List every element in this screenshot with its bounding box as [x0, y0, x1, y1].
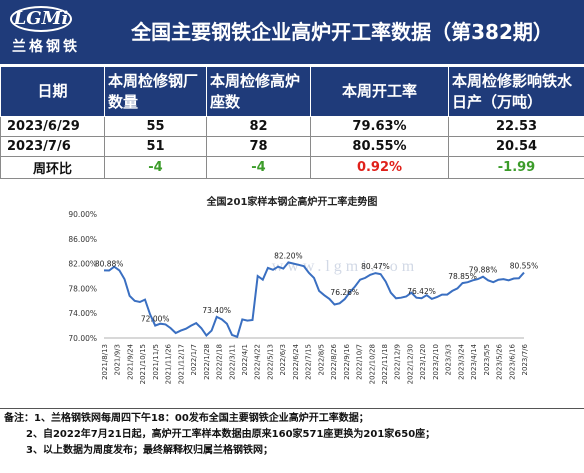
x-tick-label: 2022/3/11 [228, 344, 236, 380]
x-tick-label: 2023/1/20 [419, 344, 427, 380]
x-tick-label: 2021/9/24 [126, 343, 134, 379]
cell-wow-impact: -1.99 [448, 156, 584, 179]
x-tick-label: 2023/7/6 [521, 343, 529, 375]
x-tick-label: 2022/10/7 [356, 344, 364, 380]
table-row: 2023/6/29 55 82 79.63% 22.53 [0, 116, 584, 137]
x-tick-label: 2022/7/15 [305, 344, 313, 380]
data-label: 76.26% [330, 288, 359, 297]
cell-rate: 79.63% [310, 116, 449, 137]
x-tick-label: 2022/4/1 [241, 344, 249, 375]
data-table: 日期 本周检修钢厂数量 本周检修高炉座数 本周开工率 本周检修影响铁水日产（万吨… [0, 66, 584, 179]
x-tick-label: 2022/8/5 [317, 344, 325, 375]
header-rate: 本周开工率 [310, 66, 449, 117]
data-label: 73.40% [202, 306, 231, 315]
x-tick-label: 2021/10/15 [139, 344, 147, 384]
cell-wow-rate: 0.92% [310, 156, 449, 179]
header-date: 日期 [0, 66, 105, 117]
lgmi-logo: LGMi 兰格钢铁 [4, 4, 98, 60]
cell-rate: 80.55% [310, 136, 449, 157]
footnote: 备注：1、兰格钢铁网每周四下午18：00发布全国主要钢铁企业高炉开工率数据； 2… [0, 408, 584, 473]
cell-date: 2023/7/6 [0, 136, 105, 157]
data-label: 78.85% [448, 272, 477, 281]
logo-text: LGMi [13, 8, 69, 29]
data-label: 82.20% [274, 251, 303, 260]
y-tick-label: 86.00% [68, 235, 97, 244]
page-title: 全国主要钢铁企业高炉开工率数据（第382期） [131, 20, 553, 44]
cell-wow-label: 周环比 [0, 156, 105, 179]
cell-date: 2023/6/29 [0, 116, 105, 137]
y-tick-label: 70.00% [68, 334, 97, 343]
x-tick-label: 2022/10/28 [368, 344, 376, 384]
annotations: 80.88% 72.00% 73.40% 82.20% 76.26% 80.47% 76.4… [95, 251, 538, 323]
logo-ellipse [10, 6, 72, 32]
footnote-line: 备注：1、兰格钢铁网每周四下午18：00发布全国主要钢铁企业高炉开工率数据； [4, 413, 369, 424]
table-row-wow: 周环比 -4 -4 0.92% -1.99 [0, 156, 584, 179]
cell-wow-furnaces: -4 [206, 156, 311, 179]
y-axis: 70.00% 74.00% 78.00% 82.00% 86.00% 90.00% [68, 210, 97, 343]
y-tick-label: 90.00% [68, 210, 97, 219]
x-tick-label: 2023/3/24 [457, 343, 465, 379]
header-furnaces: 本周检修高炉座数 [206, 66, 311, 117]
y-tick-label: 78.00% [68, 284, 97, 293]
logo-subtitle: 兰格钢铁 [12, 39, 80, 55]
data-label: 79.88% [469, 266, 498, 275]
header-impact: 本周检修影响铁水日产（万吨） [448, 66, 584, 117]
header-banner: LGMi 兰格钢铁 全国主要钢铁企业高炉开工率数据（第382期） [0, 0, 584, 64]
x-tick-label: 2023/5/5 [483, 344, 491, 375]
table-row: 2023/7/6 51 78 80.55% 20.54 [0, 136, 584, 157]
series-line [103, 261, 525, 339]
y-tick-label: 74.00% [68, 309, 97, 318]
x-tick-label: 2023/6/16 [508, 343, 516, 379]
x-tick-label: 2021/8/13 [101, 344, 109, 380]
x-tick-label: 2021/12/17 [177, 344, 185, 384]
cell-wow-mills: -4 [104, 156, 207, 179]
x-tick-label: 2022/1/28 [203, 344, 211, 380]
x-tick-label: 2022/6/3 [279, 344, 287, 375]
x-tick-label: 2022/9/16 [343, 343, 351, 379]
x-tick-label: 2022/12/30 [406, 344, 414, 384]
header-mills: 本周检修钢厂数量 [104, 66, 207, 117]
y-tick-label: 82.00% [68, 260, 97, 269]
x-tick-label: 2023/3/3 [445, 344, 453, 375]
footnote-line: 3、以上数据为周度发布；最终解释权归属兰格钢铁网； [26, 445, 273, 456]
x-tick-label: 2022/1/7 [190, 344, 198, 375]
x-tick-label: 2021/9/3 [114, 344, 122, 375]
x-axis: 2021/8/13 2021/9/3 2021/9/24 2021/10/15 2021… [101, 343, 529, 384]
x-tick-label: 2022/6/24 [292, 343, 300, 379]
cell-impact: 22.53 [448, 116, 584, 137]
cell-furnaces: 82 [206, 116, 311, 137]
x-tick-label: 2023/2/10 [432, 344, 440, 380]
x-tick-label: 2023/4/14 [470, 343, 478, 379]
x-tick-label: 2022/12/9 [394, 344, 402, 380]
x-tick-label: 2023/5/26 [496, 343, 504, 379]
data-label: 80.47% [361, 262, 390, 271]
x-tick-label: 2022/2/18 [216, 344, 224, 380]
x-tick-label: 2022/5/13 [266, 344, 274, 380]
data-label: 80.88% [95, 260, 124, 269]
cell-impact: 20.54 [448, 136, 584, 157]
cell-furnaces: 78 [206, 136, 311, 157]
data-label: 72.00% [141, 315, 170, 324]
x-tick-label: 2021/11/5 [152, 344, 160, 380]
footnote-line: 2、自2022年7月21日起，高炉开工率样本数据由原来160家571座更换为20… [26, 429, 436, 440]
rate-trend-chart: 全国201家样本钢企高炉开工率走势图 www.lgmi.com 70.00% 74… [68, 195, 538, 384]
watermark-text: www.lgmi.com [272, 258, 419, 275]
cell-mills: 51 [104, 136, 207, 157]
data-label: 80.55% [510, 262, 539, 271]
x-tick-label: 2022/8/26 [330, 343, 338, 379]
cell-mills: 55 [104, 116, 207, 137]
table-header-row: 日期 本周检修钢厂数量 本周检修高炉座数 本周开工率 本周检修影响铁水日产（万吨… [0, 66, 584, 117]
data-label: 76.42% [407, 287, 436, 296]
chart-title: 全国201家样本钢企高炉开工率走势图 [206, 195, 378, 208]
x-tick-label: 2022/4/22 [254, 344, 262, 380]
x-tick-label: 2022/11/18 [381, 344, 389, 384]
x-tick-label: 2021/11/26 [165, 343, 173, 384]
